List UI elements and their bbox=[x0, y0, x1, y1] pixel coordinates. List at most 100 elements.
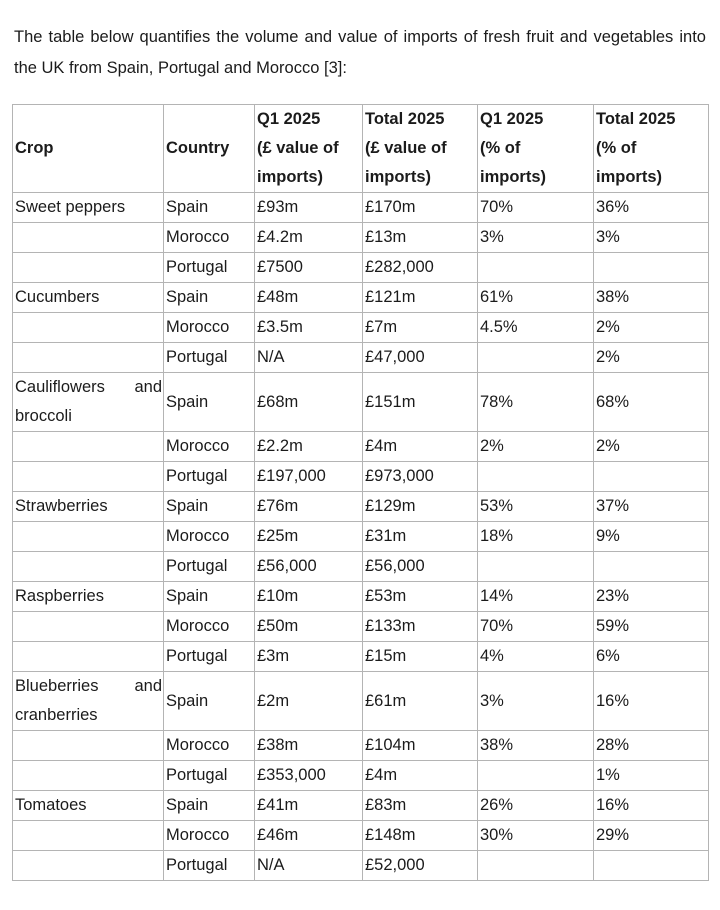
total-pct-cell: 29% bbox=[593, 820, 709, 851]
table-row: Portugal N/A £47,000 2% bbox=[12, 342, 709, 373]
q1-pct-cell: 38% bbox=[477, 730, 594, 761]
country-cell: Morocco bbox=[163, 431, 255, 462]
q1-pct-cell bbox=[477, 342, 594, 373]
header-line: (% of bbox=[480, 139, 521, 157]
q1-value-cell: £41m bbox=[254, 790, 363, 821]
crop-cell: Strawberries bbox=[12, 491, 164, 522]
header-line: Total 2025 bbox=[365, 110, 445, 128]
q1-value-cell: £7500 bbox=[254, 252, 363, 283]
country-cell: Morocco bbox=[163, 611, 255, 642]
country-cell: Morocco bbox=[163, 730, 255, 761]
total-value-cell: £47,000 bbox=[362, 342, 478, 373]
q1-pct-cell: 4% bbox=[477, 641, 594, 672]
intro-paragraph: The table below quantifies the volume an… bbox=[14, 28, 706, 77]
country-cell: Portugal bbox=[163, 641, 255, 672]
total-pct-cell: 37% bbox=[593, 491, 709, 522]
country-cell: Spain bbox=[163, 491, 255, 522]
total-value-cell: £104m bbox=[362, 730, 478, 761]
header-line: (£ value of bbox=[365, 139, 447, 157]
table-row: Morocco £38m £104m 38% 28% bbox=[12, 730, 709, 761]
total-value-cell: £7m bbox=[362, 312, 478, 343]
total-pct-cell: 16% bbox=[593, 790, 709, 821]
crop-cell bbox=[12, 342, 164, 373]
q1-pct-cell: 70% bbox=[477, 192, 594, 223]
total-value-cell: £121m bbox=[362, 282, 478, 313]
q1-pct-cell: 26% bbox=[477, 790, 594, 821]
country-cell: Portugal bbox=[163, 850, 255, 881]
crop-cell bbox=[12, 760, 164, 791]
total-value-cell: £31m bbox=[362, 521, 478, 552]
total-pct-cell: 23% bbox=[593, 581, 709, 612]
total-pct-cell: 36% bbox=[593, 192, 709, 223]
total-value-cell: £61m bbox=[362, 671, 478, 731]
q1-pct-cell: 30% bbox=[477, 820, 594, 851]
total-pct-cell: 6% bbox=[593, 641, 709, 672]
crop-cell: Sweet peppers bbox=[12, 192, 164, 223]
total-value-cell: £52,000 bbox=[362, 850, 478, 881]
total-pct-cell: 16% bbox=[593, 671, 709, 731]
q1-value-cell: £46m bbox=[254, 820, 363, 851]
table-row: Portugal £353,000 £4m 1% bbox=[12, 760, 709, 791]
total-value-cell: £53m bbox=[362, 581, 478, 612]
q1-pct-cell: 3% bbox=[477, 222, 594, 253]
table-row: Raspberries Spain £10m £53m 14% 23% bbox=[12, 581, 709, 612]
q1-value-cell: £2m bbox=[254, 671, 363, 731]
total-value-cell: £129m bbox=[362, 491, 478, 522]
q1-value-cell: £68m bbox=[254, 372, 363, 432]
column-header-country: Country bbox=[163, 104, 255, 193]
country-cell: Spain bbox=[163, 790, 255, 821]
total-value-cell: £83m bbox=[362, 790, 478, 821]
country-cell: Spain bbox=[163, 282, 255, 313]
q1-pct-cell: 3% bbox=[477, 671, 594, 731]
total-pct-cell: 1% bbox=[593, 760, 709, 791]
header-line: imports) bbox=[596, 168, 662, 186]
country-cell: Portugal bbox=[163, 551, 255, 582]
q1-pct-cell: 78% bbox=[477, 372, 594, 432]
table-row: Portugal £197,000 £973,000 bbox=[12, 461, 709, 492]
q1-pct-cell bbox=[477, 551, 594, 582]
header-line: Crop bbox=[15, 139, 54, 157]
total-value-cell: £133m bbox=[362, 611, 478, 642]
table-row: Morocco £2.2m £4m 2% 2% bbox=[12, 431, 709, 462]
country-cell: Morocco bbox=[163, 820, 255, 851]
total-value-cell: £973,000 bbox=[362, 461, 478, 492]
crop-cell: Raspberries bbox=[12, 581, 164, 612]
table-row: Morocco £46m £148m 30% 29% bbox=[12, 820, 709, 851]
country-cell: Portugal bbox=[163, 760, 255, 791]
table-row: Cauliflowers and broccoli Spain £68m £151m 7… bbox=[12, 372, 709, 432]
total-value-cell: £282,000 bbox=[362, 252, 478, 283]
country-cell: Spain bbox=[163, 671, 255, 731]
table-row: Morocco £4.2m £13m 3% 3% bbox=[12, 222, 709, 253]
q1-value-cell: £25m bbox=[254, 521, 363, 552]
crop-cell bbox=[12, 312, 164, 343]
total-value-cell: £151m bbox=[362, 372, 478, 432]
crop-cell bbox=[12, 521, 164, 552]
table-row: Sweet peppers Spain £93m £170m 70% 36% bbox=[12, 192, 709, 223]
crop-cell bbox=[12, 850, 164, 881]
crop-cell bbox=[12, 820, 164, 851]
country-cell: Portugal bbox=[163, 252, 255, 283]
q1-pct-cell bbox=[477, 760, 594, 791]
crop-cell bbox=[12, 461, 164, 492]
q1-value-cell: £48m bbox=[254, 282, 363, 313]
crop-cell bbox=[12, 431, 164, 462]
header-line: Country bbox=[166, 139, 230, 157]
q1-value-cell: £56,000 bbox=[254, 551, 363, 582]
column-header-total-pct: Total 2025 (% of imports) bbox=[593, 104, 709, 193]
total-pct-cell: 2% bbox=[593, 342, 709, 373]
country-cell: Spain bbox=[163, 192, 255, 223]
crop-cell bbox=[12, 611, 164, 642]
country-cell: Spain bbox=[163, 372, 255, 432]
q1-pct-cell: 53% bbox=[477, 491, 594, 522]
q1-value-cell: £2.2m bbox=[254, 431, 363, 462]
q1-pct-cell: 2% bbox=[477, 431, 594, 462]
crop-cell: Tomatoes bbox=[12, 790, 164, 821]
total-pct-cell: 28% bbox=[593, 730, 709, 761]
q1-value-cell: £76m bbox=[254, 491, 363, 522]
total-pct-cell: 68% bbox=[593, 372, 709, 432]
header-line: imports) bbox=[257, 168, 323, 186]
q1-pct-cell bbox=[477, 252, 594, 283]
header-line: Q1 2025 bbox=[257, 110, 321, 128]
table-row: Strawberries Spain £76m £129m 53% 37% bbox=[12, 491, 709, 522]
header-row: Crop Country Q1 2025 (£ value of imports) Tot… bbox=[12, 104, 709, 193]
